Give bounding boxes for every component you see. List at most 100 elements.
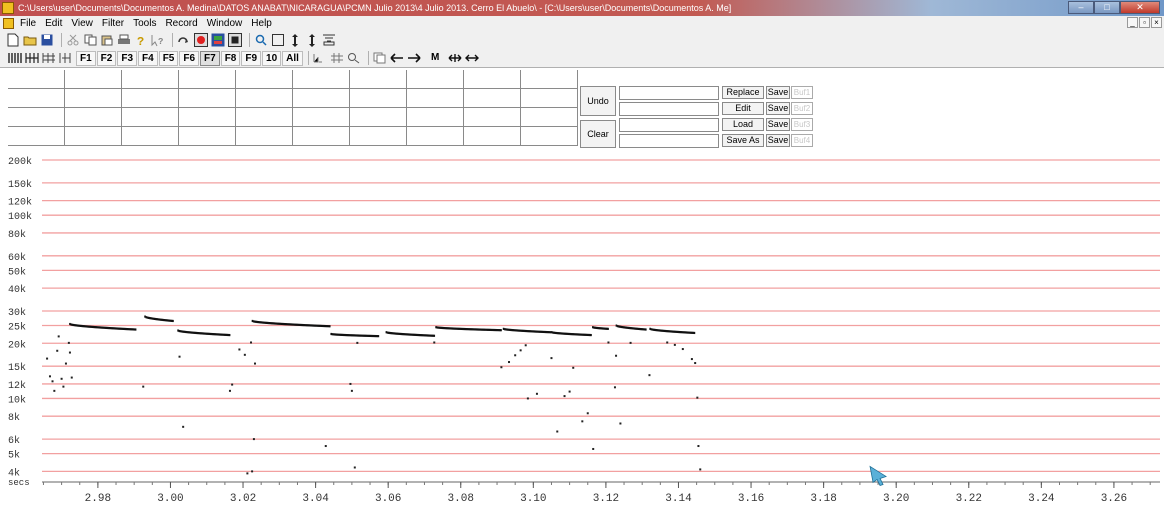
function-key-f2[interactable]: F2 (96, 50, 117, 66)
parameter-cell[interactable] (8, 89, 65, 108)
menu-filter[interactable]: Filter (101, 18, 125, 29)
parameter-cell[interactable] (122, 127, 179, 146)
parameter-cell[interactable] (65, 108, 122, 127)
edit-button[interactable]: Edit (722, 102, 764, 115)
clear-button[interactable]: Clear (580, 120, 616, 148)
parameter-cell[interactable] (293, 108, 350, 127)
filter-icon[interactable] (322, 32, 336, 48)
expand-time-icon[interactable] (465, 50, 480, 66)
replace-button[interactable]: Replace (722, 86, 764, 99)
save-icon[interactable] (40, 32, 54, 48)
undo-button[interactable]: Undo (580, 86, 616, 116)
menu-window[interactable]: Window (206, 18, 243, 29)
buffer-slot-3[interactable]: Buf3 (791, 118, 813, 131)
parameter-cell[interactable] (293, 89, 350, 108)
buffer-field-2[interactable] (619, 102, 719, 116)
pages-icon[interactable] (373, 50, 387, 66)
menu-tools[interactable]: Tools (133, 18, 157, 29)
parameter-cell[interactable] (407, 127, 464, 146)
buffer-field-3[interactable] (619, 118, 719, 132)
parameter-cell[interactable] (122, 108, 179, 127)
parameter-cell[interactable] (464, 89, 521, 108)
parameter-cell[interactable] (464, 70, 521, 89)
window-icon[interactable] (271, 32, 285, 48)
arrow-left-icon[interactable] (390, 50, 404, 66)
stop-icon[interactable] (228, 32, 242, 48)
menu-view[interactable]: View (71, 18, 93, 29)
parameter-cell[interactable] (521, 127, 578, 146)
buffer-slot-1[interactable]: Buf1 (791, 86, 813, 99)
parameter-cell[interactable] (179, 127, 236, 146)
sonogram-chart[interactable]: 200k 150k 120k 100k 80k 60k 50k 40k 30k 25k 20k 15k… (8, 153, 1164, 509)
parameter-cell[interactable] (179, 70, 236, 89)
columns-icon-4[interactable] (59, 50, 73, 66)
parameter-cell[interactable] (236, 127, 293, 146)
parameter-cell[interactable] (464, 127, 521, 146)
save-as-button[interactable]: Save As (722, 134, 764, 147)
paste-icon[interactable] (100, 32, 114, 48)
sonogram-plot[interactable]: 200k 150k 120k 100k 80k 60k 50k 40k 30k 25k 20k 15k… (8, 153, 1164, 509)
columns-icon-1[interactable] (8, 50, 22, 66)
close-button[interactable]: ✕ (1120, 1, 1160, 14)
function-key-f8[interactable]: F8 (220, 50, 241, 66)
minimize-button[interactable]: – (1068, 1, 1094, 14)
parameter-cell[interactable] (350, 70, 407, 89)
parameter-cell[interactable] (521, 70, 578, 89)
menu-record[interactable]: Record (165, 18, 198, 29)
parameter-cell[interactable] (293, 70, 350, 89)
function-key-f7[interactable]: F7 (200, 50, 220, 66)
display-color-icon[interactable] (211, 32, 225, 48)
parameter-cell[interactable] (122, 89, 179, 108)
document-icon[interactable] (3, 18, 14, 29)
function-key-f1[interactable]: F1 (76, 50, 96, 66)
copy-icon[interactable] (83, 32, 97, 48)
loop-icon[interactable] (177, 32, 191, 48)
columns-icon-3[interactable] (42, 50, 56, 66)
open-folder-icon[interactable] (23, 32, 37, 48)
parameter-cell[interactable] (236, 70, 293, 89)
record-icon[interactable] (194, 32, 208, 48)
parameter-cell[interactable] (521, 108, 578, 127)
function-key-f6[interactable]: F6 (179, 50, 200, 66)
mark-button[interactable]: M (430, 51, 440, 63)
parameter-cell[interactable] (65, 127, 122, 146)
help-icon[interactable]: ? (134, 32, 148, 48)
arrow-right-icon[interactable] (407, 50, 421, 66)
menu-help[interactable]: Help (251, 18, 272, 29)
zoom-icon[interactable] (254, 32, 268, 48)
columns-icon-2[interactable] (25, 50, 39, 66)
maximize-button[interactable]: □ (1094, 1, 1120, 14)
parameter-cell[interactable] (293, 127, 350, 146)
function-key-f10[interactable]: 10 (262, 50, 282, 66)
time-expansion-icon[interactable] (313, 50, 327, 66)
doc-minimize-button[interactable]: _ (1127, 17, 1138, 28)
save-button-3[interactable]: Save (766, 118, 790, 131)
function-key-f9[interactable]: F9 (241, 50, 262, 66)
context-help-icon[interactable]: ? (151, 32, 165, 48)
function-key-f3[interactable]: F3 (117, 50, 138, 66)
function-key-all[interactable]: All (282, 50, 303, 66)
parameter-cell[interactable] (65, 89, 122, 108)
print-icon[interactable] (117, 32, 131, 48)
parameter-cell[interactable] (407, 70, 464, 89)
parameter-cell[interactable] (179, 89, 236, 108)
save-button-4[interactable]: Save (766, 134, 790, 147)
save-button-2[interactable]: Save (766, 102, 790, 115)
menu-file[interactable]: File (20, 18, 37, 29)
parameter-cell[interactable] (179, 108, 236, 127)
cut-icon[interactable] (66, 32, 80, 48)
parameter-cell[interactable] (521, 89, 578, 108)
parameter-cell[interactable] (236, 108, 293, 127)
buffer-slot-4[interactable]: Buf4 (791, 134, 813, 147)
new-file-icon[interactable] (6, 32, 20, 48)
load-button[interactable]: Load (722, 118, 764, 131)
save-button-1[interactable]: Save (766, 86, 790, 99)
parameter-cell[interactable] (65, 70, 122, 89)
parameter-cell[interactable] (8, 70, 65, 89)
compress-time-icon[interactable] (448, 50, 462, 66)
function-key-f5[interactable]: F5 (158, 50, 179, 66)
parameter-cell[interactable] (350, 108, 407, 127)
grid-icon[interactable] (330, 50, 344, 66)
buffer-slot-2[interactable]: Buf2 (791, 102, 813, 115)
doc-close-button[interactable]: × (1151, 17, 1162, 28)
